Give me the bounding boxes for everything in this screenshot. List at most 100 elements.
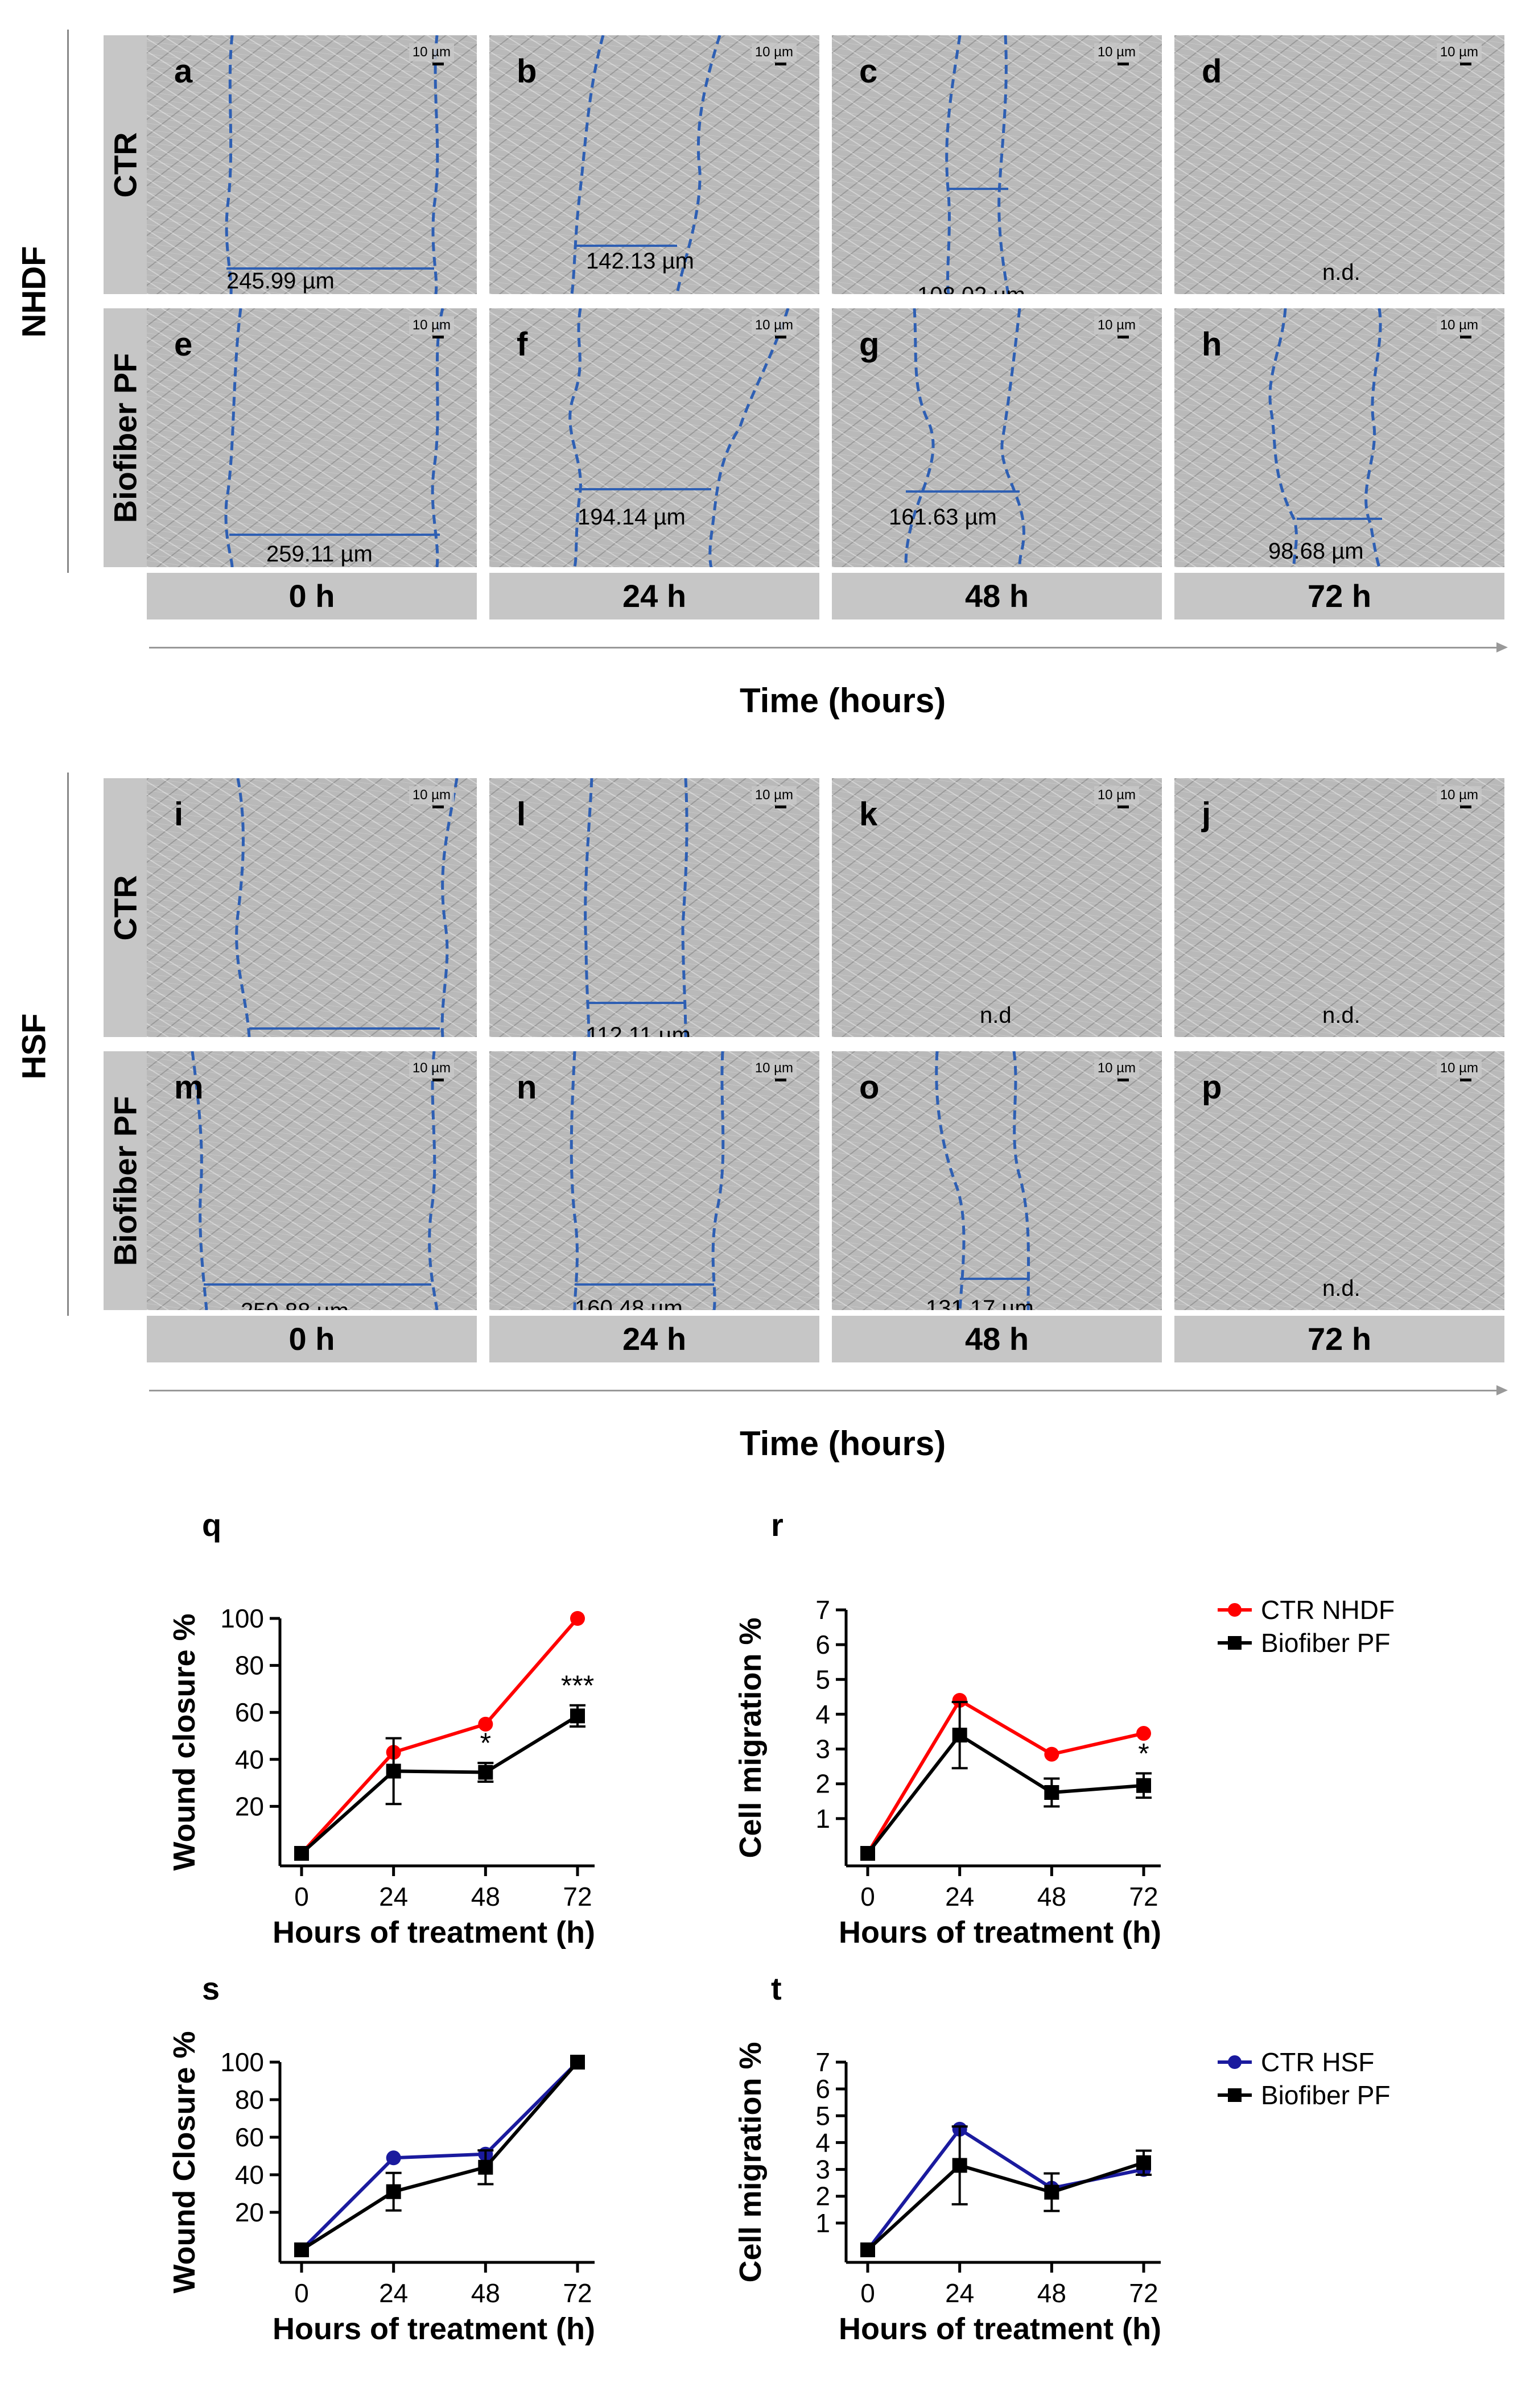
micrograph-panel-m: m 10 µm 259.88 µm: [147, 1051, 477, 1310]
time-label-3: 72 h: [1174, 1316, 1504, 1362]
wound-width-value: 108.02 µm: [917, 283, 1025, 294]
data-point-circle: [478, 1716, 493, 1732]
chart-panel-label: r: [771, 1507, 784, 1543]
scale-bar: [1460, 63, 1471, 65]
panel-letter: o: [859, 1069, 880, 1106]
wound-width-value: 194.14 µm: [578, 505, 686, 530]
scale-bar: [1460, 1079, 1471, 1081]
micrograph-panel-l: l 10 µm 112.11 µm: [489, 778, 819, 1037]
scale-bar: [775, 63, 786, 65]
panel-letter: h: [1202, 326, 1222, 363]
data-point-square: [1044, 2184, 1059, 2200]
scale-label: 10 µm: [1436, 43, 1482, 61]
x-tick-label: 24: [379, 2278, 408, 2308]
y-axis-title: Wound closure %: [167, 1613, 201, 1870]
y-tick-label: 100: [220, 1604, 264, 1633]
panel-letter: g: [859, 326, 880, 363]
wound-edge-right: [1364, 308, 1382, 567]
micrograph-panel-f: f 10 µm 194.14 µm: [489, 308, 819, 567]
wound-edge-left: [225, 35, 234, 294]
data-point-square: [478, 2159, 493, 2175]
time-label-2: 48 h: [832, 573, 1162, 619]
y-tick-label: 60: [235, 1697, 264, 1727]
panel-letter: i: [174, 796, 184, 833]
wound-edge-left: [945, 35, 962, 294]
wound-edge-left: [1268, 308, 1298, 567]
scale-label: 10 µm: [751, 316, 797, 334]
y-tick-label: 4: [815, 2128, 830, 2157]
wound-edge-right: [711, 1051, 725, 1310]
data-point-square: [386, 1763, 401, 1779]
y-tick-label: 6: [815, 2074, 830, 2104]
scale-bar: [1460, 336, 1471, 338]
panel-letter: d: [1202, 53, 1222, 90]
y-tick-label: 80: [235, 1651, 264, 1680]
wound-edge-left: [904, 308, 935, 567]
time-axis-title: Time (hours): [740, 1424, 946, 1463]
legend-label: Biofiber PF: [1261, 1628, 1391, 1658]
row-label-ctr: CTR: [104, 35, 147, 294]
scale-label: 10 µm: [751, 1059, 797, 1077]
wound-overlay: [191, 1051, 439, 1310]
wound-edge-left: [570, 35, 605, 294]
scale-label: 10 µm: [1436, 786, 1482, 804]
series-line-1: [300, 1714, 579, 1855]
x-tick-label: 24: [945, 2278, 974, 2308]
wound-overlay: [904, 308, 1025, 567]
scale-bar: [1117, 336, 1129, 338]
chart-panel-label: t: [771, 1971, 782, 2006]
y-axis-title: Cell migration %: [733, 2042, 768, 2282]
data-point-square: [570, 2055, 585, 2070]
scale-bar: [432, 1079, 444, 1081]
micrograph-panel-j: j 10 µm n.d.: [1174, 778, 1504, 1037]
micrograph-panel-i: i 10 µm 219.91 µm: [147, 778, 477, 1037]
scale-bar: [1117, 806, 1129, 808]
wound-edge-right: [675, 35, 721, 294]
wound-edge-right: [431, 308, 444, 567]
legend-label: CTR HSF: [1261, 2047, 1374, 2077]
wound-overlay: [224, 308, 444, 567]
legend-marker-square: [1228, 2088, 1242, 2102]
wound-edge-left: [584, 778, 593, 1037]
wound-edge-left: [235, 778, 251, 1037]
x-tick-label: 48: [1037, 2278, 1066, 2308]
series-line-1: [300, 2061, 579, 2252]
x-tick-label: 24: [379, 1882, 408, 1911]
data-point-circle: [1044, 1746, 1059, 1762]
scale-label: 10 µm: [1094, 786, 1139, 804]
x-tick-label: 0: [294, 1882, 309, 1911]
scale-bar: [432, 63, 444, 65]
data-point-square: [860, 1846, 875, 1861]
micrograph-panel-o: o 10 µm 131.17 µm: [832, 1051, 1162, 1310]
y-tick-label: 6: [815, 1630, 830, 1659]
y-tick-label: 7: [815, 1595, 830, 1625]
scale-bar: [775, 806, 786, 808]
chart-panel-label: q: [202, 1507, 221, 1543]
scale-label: 10 µm: [409, 316, 454, 334]
legend-label: CTR NHDF: [1261, 1595, 1395, 1625]
micrograph-panel-n: n 10 µm 160.48 µm: [489, 1051, 819, 1310]
x-axis-title: Hours of treatment (h): [839, 2312, 1161, 2346]
time-label-1: 24 h: [489, 573, 819, 619]
x-tick-label: 0: [860, 1882, 875, 1911]
y-tick-label: 5: [815, 1664, 830, 1694]
x-tick-label: 48: [1037, 1882, 1066, 1911]
scale-label: 10 µm: [409, 1059, 454, 1077]
data-point-circle: [1136, 1726, 1151, 1741]
series-line-0: [300, 2060, 579, 2252]
wound-width-value: n.d: [980, 1003, 1012, 1028]
y-tick-label: 40: [235, 2160, 264, 2190]
panel-letter: k: [859, 796, 878, 833]
wound-edge-left: [568, 308, 582, 567]
wound-edge-right: [997, 35, 1010, 294]
y-axis-title: Wound Closure %: [167, 2031, 201, 2293]
y-tick-label: 3: [815, 2155, 830, 2184]
time-axis-title: Time (hours): [740, 681, 946, 720]
block-divider: [67, 773, 69, 1316]
scale-bar: [1117, 1079, 1129, 1081]
y-tick-label: 5: [815, 2101, 830, 2130]
series-line-0: [866, 1697, 1144, 1854]
panel-letter: l: [517, 796, 526, 833]
wound-overlay: [225, 35, 439, 294]
x-tick-label: 24: [945, 1882, 974, 1911]
